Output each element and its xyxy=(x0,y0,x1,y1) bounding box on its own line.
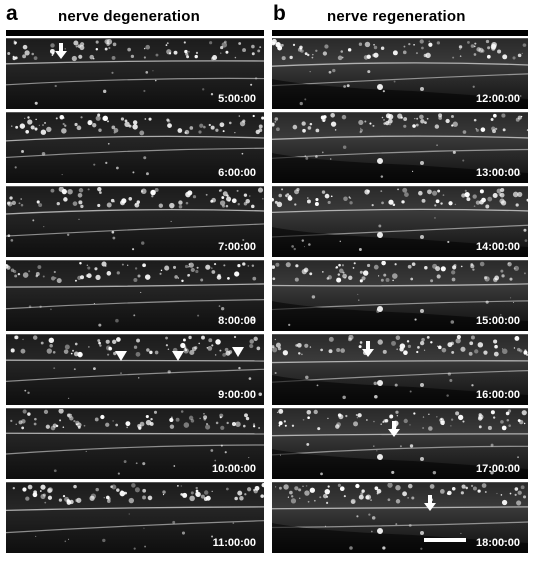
micrograph-image xyxy=(272,261,528,331)
frame-b-4: 15:00:00 xyxy=(272,260,528,331)
panel-b-header-bar xyxy=(272,30,528,36)
frame-b-3: 14:00:00 xyxy=(272,186,528,257)
timestamp: 18:00:00 xyxy=(475,537,520,549)
arrow-marker-icon xyxy=(424,495,436,511)
panel-a-header-bar xyxy=(6,30,264,36)
timestamp: 8:00:00 xyxy=(218,315,256,327)
micrograph-image xyxy=(6,39,264,109)
timestamp: 14:00:00 xyxy=(475,241,520,253)
timestamp: 6:00:00 xyxy=(218,167,256,179)
micrograph-image xyxy=(6,261,264,331)
frame-a-4: 8:00:00 xyxy=(6,260,264,331)
timestamp: 16:00:00 xyxy=(475,389,520,401)
micrograph-image xyxy=(6,335,264,405)
scale-bar xyxy=(424,538,466,542)
frame-b-1: 12:00:00 xyxy=(272,38,528,109)
micrograph-image xyxy=(272,39,528,109)
arrow-marker-icon xyxy=(55,43,67,59)
micrograph-image xyxy=(272,113,528,183)
frame-a-3: 7:00:00 xyxy=(6,186,264,257)
timestamp: 10:00:00 xyxy=(211,463,256,475)
frame-a-6: 10:00:00 xyxy=(6,408,264,479)
frame-b-6: 17:00:00 xyxy=(272,408,528,479)
micrograph-image xyxy=(6,187,264,257)
frame-a-7: 11:00:00 xyxy=(6,482,264,553)
panel-a-frames: 5:00:00 6:00:00 7:00:00 8:00:00 9:00:00 … xyxy=(6,38,264,556)
timestamp: 15:00:00 xyxy=(475,315,520,327)
timestamp: 7:00:00 xyxy=(218,241,256,253)
micrograph-image xyxy=(6,483,264,553)
frame-b-2: 13:00:00 xyxy=(272,112,528,183)
timestamp: 13:00:00 xyxy=(475,167,520,179)
panel-a-title: nerve degeneration xyxy=(58,8,200,25)
micrograph-image xyxy=(272,335,528,405)
micrograph-image xyxy=(272,187,528,257)
frame-a-5: 9:00:00 xyxy=(6,334,264,405)
panel-a-letter: a xyxy=(6,2,18,25)
arrow-marker-icon xyxy=(362,341,374,357)
frame-b-7: 18:00:00 xyxy=(272,482,528,553)
arrowhead-marker-icon xyxy=(115,351,127,361)
timestamp: 11:00:00 xyxy=(212,537,256,549)
timestamp: 9:00:00 xyxy=(218,389,256,401)
panel-b-title: nerve regeneration xyxy=(327,8,466,25)
arrow-marker-icon xyxy=(388,421,400,437)
arrowhead-marker-icon xyxy=(232,347,244,357)
timestamp: 17:00:00 xyxy=(475,463,520,475)
panel-b-frames: 12:00:00 13:00:00 14:00:00 15:00:00 16:0… xyxy=(272,38,528,556)
arrowhead-marker-icon xyxy=(172,351,184,361)
frame-a-2: 6:00:00 xyxy=(6,112,264,183)
frame-b-5: 16:00:00 xyxy=(272,334,528,405)
micrograph-image xyxy=(6,409,264,479)
timestamp: 12:00:00 xyxy=(475,93,520,105)
frame-a-1: 5:00:00 xyxy=(6,38,264,109)
micrograph-image xyxy=(272,483,528,553)
micrograph-image xyxy=(272,409,528,479)
timestamp: 5:00:00 xyxy=(218,93,256,105)
panel-b-letter: b xyxy=(273,2,286,25)
micrograph-image xyxy=(6,113,264,183)
